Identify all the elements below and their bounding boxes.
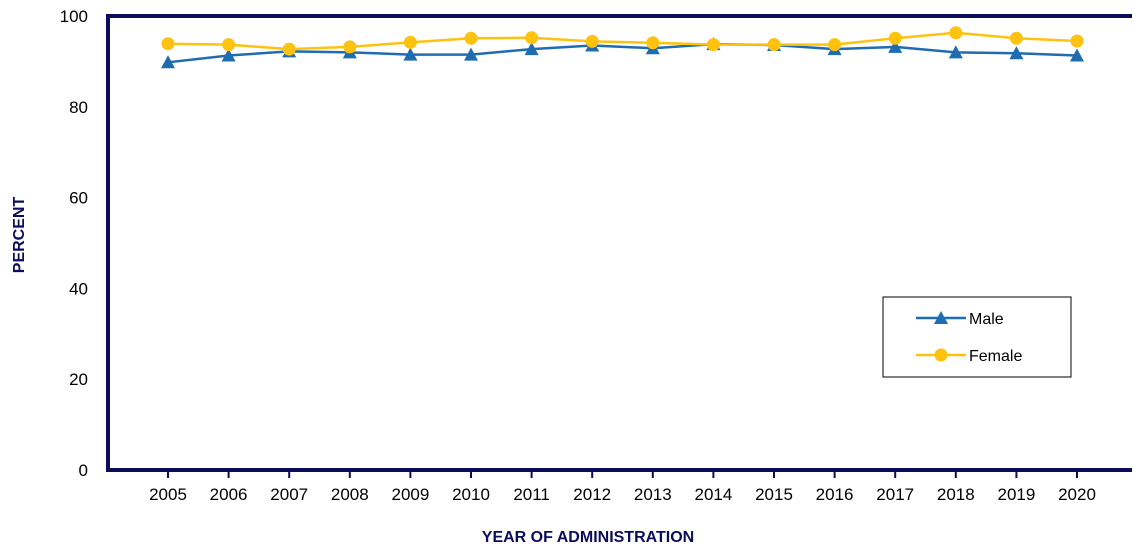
x-tick-label: 2016 (816, 485, 854, 504)
y-tick-label: 80 (69, 98, 88, 117)
y-tick-label: 60 (69, 189, 88, 208)
legend-marker-female (934, 348, 948, 362)
x-tick-label: 2019 (997, 485, 1035, 504)
data-point-male (403, 47, 418, 61)
data-point-female (525, 31, 539, 45)
data-point-male (888, 39, 903, 53)
x-tick-label: 2020 (1058, 485, 1096, 504)
x-tick-label: 2012 (573, 485, 611, 504)
data-point-female (403, 35, 417, 49)
data-point-male (1009, 46, 1024, 60)
data-point-female (646, 36, 660, 50)
x-axis-ticks: 2005 2006 2007 2008 2009 2010 2011 2012 2013 2014… (149, 470, 1096, 504)
legend-marker-male (934, 311, 948, 324)
data-point-female (1070, 34, 1084, 48)
data-point-female (888, 31, 902, 45)
x-tick-label: 2011 (513, 485, 550, 504)
x-axis-title: YEAR OF ADMINISTRATION (482, 529, 694, 546)
data-point-female (706, 38, 720, 52)
x-tick-label: 2008 (331, 485, 369, 504)
x-tick-label: 2013 (634, 485, 672, 504)
series-line-male (167, 42, 1078, 64)
plot-area (106, 14, 1132, 472)
data-point-male (221, 48, 236, 62)
series-layer (161, 26, 1084, 69)
legend: Male Female (882, 296, 1072, 378)
x-tick-label: 2015 (755, 485, 793, 504)
x-tick-label: 2017 (876, 485, 914, 504)
x-tick-label: 2010 (452, 485, 490, 504)
legend-box (882, 296, 1072, 378)
data-point-male (161, 55, 175, 69)
data-point-female (767, 38, 781, 52)
y-tick-label: 0 (79, 461, 88, 480)
legend-label-male: Male (969, 311, 1004, 328)
data-point-female (282, 42, 296, 56)
x-tick-label: 2014 (694, 485, 732, 504)
x-tick-label: 2006 (210, 485, 248, 504)
x-tick-label: 2018 (937, 485, 975, 504)
y-axis-ticks: 0 20 40 60 80 100 (60, 7, 88, 480)
y-tick-label: 40 (69, 279, 88, 298)
y-tick-label: 100 (60, 7, 88, 26)
x-tick-label: 2007 (270, 485, 308, 504)
data-point-male (1070, 48, 1084, 62)
series-female (161, 26, 1084, 56)
data-point-female (343, 40, 357, 54)
data-point-female (222, 38, 236, 52)
y-tick-label: 20 (69, 370, 88, 389)
data-point-male (464, 47, 478, 61)
data-point-female (1009, 31, 1023, 45)
data-point-male (524, 42, 539, 56)
data-point-female (585, 34, 599, 48)
x-tick-label: 2005 (149, 485, 187, 504)
data-point-female (464, 31, 478, 45)
x-tick-label: 2009 (391, 485, 429, 504)
data-point-male (948, 45, 963, 59)
legend-label-female: Female (969, 348, 1022, 365)
data-point-female (949, 26, 963, 40)
y-axis-title: PERCENT (11, 197, 28, 274)
data-point-female (828, 38, 842, 52)
series-line-female (167, 31, 1078, 51)
data-point-female (161, 37, 175, 51)
